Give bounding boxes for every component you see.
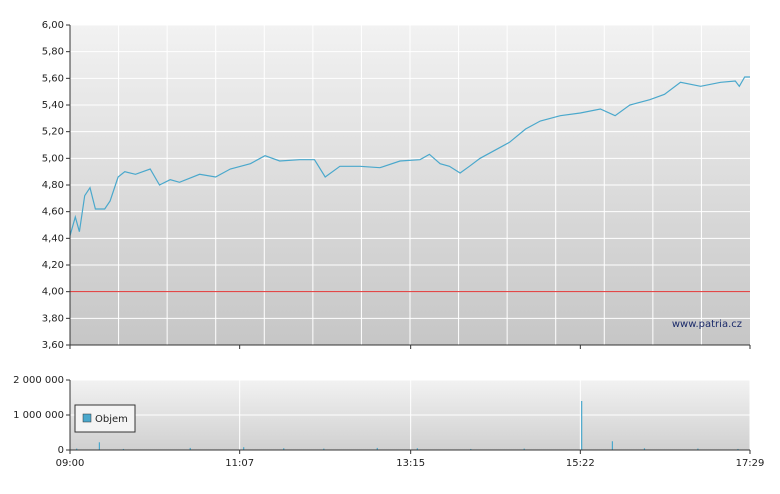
volume-bar — [523, 448, 525, 450]
y-tick-label: 2 000 000 — [13, 375, 64, 386]
volume-bar — [581, 401, 583, 450]
y-tick-label: 5,20 — [42, 127, 64, 138]
volume-bar — [376, 447, 378, 450]
y-tick-label: 5,60 — [42, 73, 64, 84]
y-tick-label: 0 — [58, 445, 64, 456]
y-tick-label: 3,60 — [42, 340, 64, 351]
volume-bar — [283, 448, 285, 450]
y-tick-label: 4,80 — [42, 180, 64, 191]
volume-bar — [416, 448, 418, 450]
x-tick-label: 09:00 — [56, 458, 85, 469]
x-tick-label: 13:15 — [396, 458, 425, 469]
y-tick-label: 5,80 — [42, 47, 64, 58]
volume-bar — [189, 447, 191, 450]
y-tick-label: 6,00 — [42, 20, 64, 31]
volume-bar — [76, 448, 78, 450]
x-tick-label: 11:07 — [225, 458, 254, 469]
volume-bar — [643, 448, 646, 450]
volume-bar — [470, 448, 472, 450]
y-tick-label: 4,40 — [42, 233, 64, 244]
price-line — [69, 76, 750, 236]
legend-label: Objem — [95, 414, 128, 425]
volume-bar — [697, 448, 699, 450]
x-tick-label: 15:22 — [566, 458, 595, 469]
y-tick-label: 5,40 — [42, 100, 64, 111]
y-tick-label: 1 000 000 — [13, 410, 64, 421]
y-tick-label: 4,20 — [42, 260, 64, 271]
volume-bar — [122, 448, 125, 450]
watermark: www.patria.cz — [672, 319, 742, 330]
volume-bar — [323, 448, 325, 450]
volume-bar — [243, 447, 245, 450]
volume-bar — [611, 441, 613, 450]
legend-swatch — [82, 413, 92, 423]
volume-bar — [737, 448, 739, 450]
y-tick-label: 5,00 — [42, 153, 64, 164]
y-tick-label: 4,60 — [42, 207, 64, 218]
y-tick-label: 4,00 — [42, 287, 64, 298]
x-tick-label: 17:29 — [736, 458, 765, 469]
y-tick-label: 3,80 — [42, 313, 64, 324]
volume-bar — [98, 442, 100, 450]
